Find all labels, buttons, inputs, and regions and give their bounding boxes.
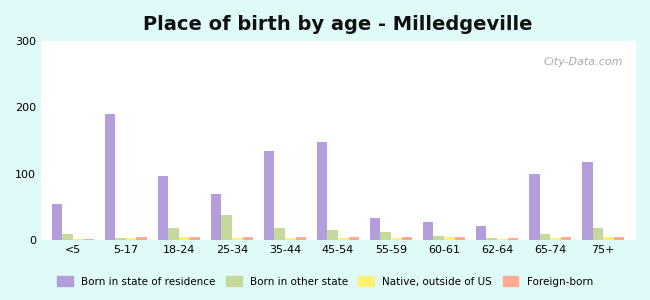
Bar xyxy=(73,239,83,240)
Bar xyxy=(593,228,603,240)
Bar xyxy=(115,238,126,240)
Bar xyxy=(179,238,190,240)
Bar xyxy=(338,238,348,240)
Bar xyxy=(168,228,179,240)
Bar xyxy=(296,238,306,240)
Bar xyxy=(242,237,253,240)
Bar xyxy=(83,239,94,240)
Legend: Born in state of residence, Born in other state, Native, outside of US, Foreign-: Born in state of residence, Born in othe… xyxy=(52,271,598,292)
Title: Place of birth by age - Milledgeville: Place of birth by age - Milledgeville xyxy=(143,15,533,34)
Bar xyxy=(380,232,391,240)
Bar xyxy=(136,238,147,240)
Bar xyxy=(550,238,561,240)
Bar xyxy=(211,194,221,240)
Bar xyxy=(232,238,242,240)
Bar xyxy=(434,236,444,240)
Bar xyxy=(402,238,412,240)
Bar xyxy=(423,222,434,240)
Bar xyxy=(105,114,115,240)
Bar xyxy=(317,142,328,240)
Bar xyxy=(190,238,200,240)
Bar xyxy=(348,237,359,240)
Bar xyxy=(444,238,454,240)
Bar xyxy=(540,233,550,240)
Bar xyxy=(264,151,274,240)
Bar xyxy=(497,239,508,240)
Bar xyxy=(614,238,625,240)
Bar xyxy=(561,238,571,240)
Bar xyxy=(274,228,285,240)
Bar xyxy=(328,230,338,240)
Bar xyxy=(51,204,62,240)
Bar xyxy=(603,238,614,240)
Bar xyxy=(454,238,465,240)
Bar xyxy=(508,238,518,240)
Bar xyxy=(486,238,497,240)
Bar xyxy=(126,238,136,240)
Bar xyxy=(285,238,296,240)
Bar xyxy=(391,238,402,240)
Bar xyxy=(62,233,73,240)
Bar xyxy=(582,162,593,240)
Bar xyxy=(370,218,380,240)
Bar xyxy=(529,174,539,240)
Bar xyxy=(221,215,232,240)
Bar xyxy=(476,226,486,240)
Bar xyxy=(158,176,168,240)
Text: City-Data.com: City-Data.com xyxy=(543,57,623,67)
